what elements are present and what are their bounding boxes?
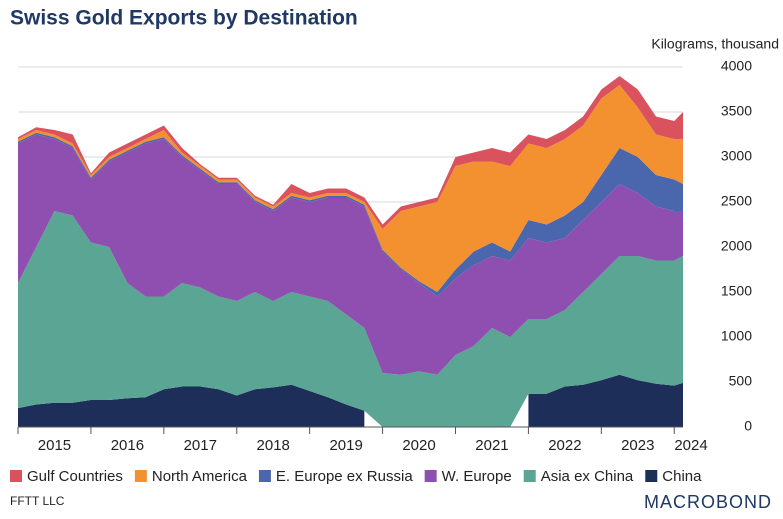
x-tick-label: 2023 <box>621 437 654 454</box>
legend-swatch <box>134 470 147 482</box>
y-tick-label: 0 <box>744 418 752 434</box>
legend-swatch <box>523 470 536 482</box>
y-tick-label: 3500 <box>721 103 752 119</box>
x-tick-label: 2016 <box>111 437 144 454</box>
chart-title: Swiss Gold Exports by Destination <box>10 7 358 30</box>
legend-label: Asia ex China <box>541 468 634 485</box>
area <box>18 85 683 292</box>
legend-label: China <box>662 468 702 485</box>
area <box>18 384 365 427</box>
y-tick-label: 3000 <box>721 148 752 164</box>
source: FFTT LLC <box>10 494 65 508</box>
y-tick-label: 2000 <box>721 238 752 254</box>
legend-label: W. Europe <box>442 468 512 485</box>
area <box>528 374 683 427</box>
y-tick-label: 1000 <box>721 328 752 344</box>
brand-logo: MACROBOND <box>644 492 772 512</box>
y-tick-label: 2500 <box>721 193 752 209</box>
y-tick-label: 4000 <box>721 58 752 74</box>
y-axis-label: Kilograms, thousand <box>651 36 779 52</box>
legend-label: E. Europe ex Russia <box>276 468 413 485</box>
x-tick-label: 2020 <box>402 437 435 454</box>
legend-swatch <box>424 470 437 482</box>
legend-swatch <box>258 470 271 482</box>
legend-swatch <box>645 470 658 482</box>
y-tick-label: 1500 <box>721 283 752 299</box>
x-tick-label: 2017 <box>184 437 217 454</box>
legend-label: North America <box>152 468 248 485</box>
layer <box>18 76 683 427</box>
layer: 0 500 1000 1500 2000 2500 3000 3500 4000 2015 2016… <box>10 58 752 485</box>
x-tick-label: 2018 <box>257 437 290 454</box>
x-tick-label: 2015 <box>38 437 71 454</box>
legend-swatch <box>10 470 22 482</box>
x-tick-label: 2024 <box>674 437 707 454</box>
x-tick-label: 2021 <box>475 437 508 454</box>
area <box>18 211 683 427</box>
legend-label: Gulf Countries <box>27 468 123 485</box>
x-tick-label: 2019 <box>329 437 362 454</box>
area <box>18 134 683 375</box>
x-tick-label: 2022 <box>548 437 581 454</box>
y-tick-label: 500 <box>729 373 753 389</box>
